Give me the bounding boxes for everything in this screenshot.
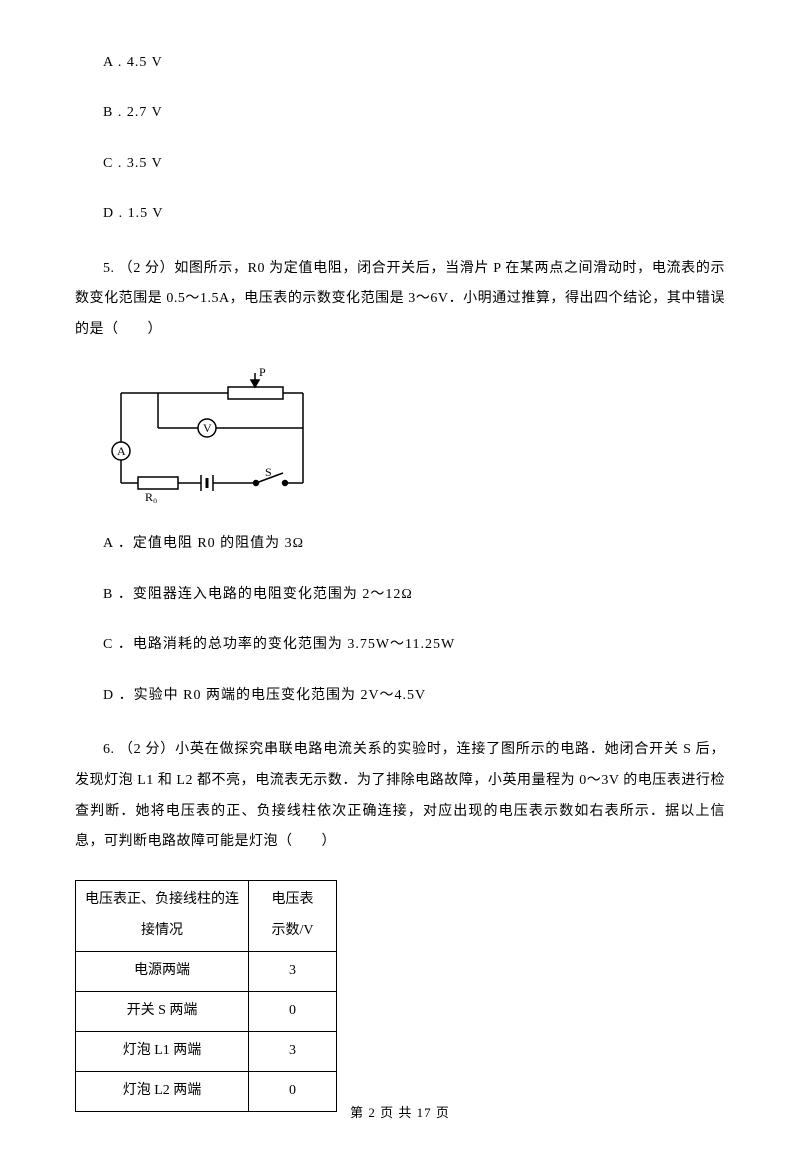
label-r0: R₀ (145, 490, 157, 503)
circuit-diagram-q5: P V A R₀ S (103, 368, 725, 511)
table-header-right: 电压表 示数/V (249, 881, 337, 952)
table-header-left-text: 电压表正、负接线柱的连 接情况 (85, 885, 239, 947)
option-d: D . 1.5 V (75, 203, 725, 225)
table-cell: 电源两端 (76, 951, 249, 991)
label-s: S (265, 465, 272, 479)
label-p: P (259, 368, 266, 379)
table-header-right-text: 电压表 示数/V (272, 885, 314, 947)
question-5-text: 5. （2 分）如图所示，R0 为定值电阻，闭合开关后，当滑片 P 在某两点之间… (75, 254, 725, 346)
table-cell: 3 (249, 1031, 337, 1071)
table-cell: 开关 S 两端 (76, 991, 249, 1031)
table-cell: 灯泡 L1 两端 (76, 1031, 249, 1071)
q5-option-d: D ．实验中 R0 两端的电压变化范围为 2V～4.5V (75, 685, 725, 707)
q5-option-b: B ．变阻器连入电路的电阻变化范围为 2～12Ω (75, 584, 725, 606)
label-v: V (203, 421, 212, 435)
q5-option-c: C ．电路消耗的总功率的变化范围为 3.75W～11.25W (75, 634, 725, 656)
question-6-text: 6. （2 分）小英在做探究串联电路电流关系的实验时，连接了图所示的电路．她闭合… (75, 735, 725, 858)
table-header-left: 电压表正、负接线柱的连 接情况 (76, 881, 249, 952)
option-a: A . 4.5 V (75, 52, 725, 74)
page-footer: 第 2 页 共 17 页 (0, 1103, 800, 1124)
table-cell: 3 (249, 951, 337, 991)
option-c: C . 3.5 V (75, 153, 725, 175)
table-cell: 0 (249, 991, 337, 1031)
q5-option-a: A ．定值电阻 R0 的阻值为 3Ω (75, 533, 725, 555)
option-b: B . 2.7 V (75, 102, 725, 124)
label-a: A (117, 444, 126, 458)
q6-table: 电压表正、负接线柱的连 接情况 电压表 示数/V 电源两端 3 开关 S 两端 … (75, 880, 725, 1112)
